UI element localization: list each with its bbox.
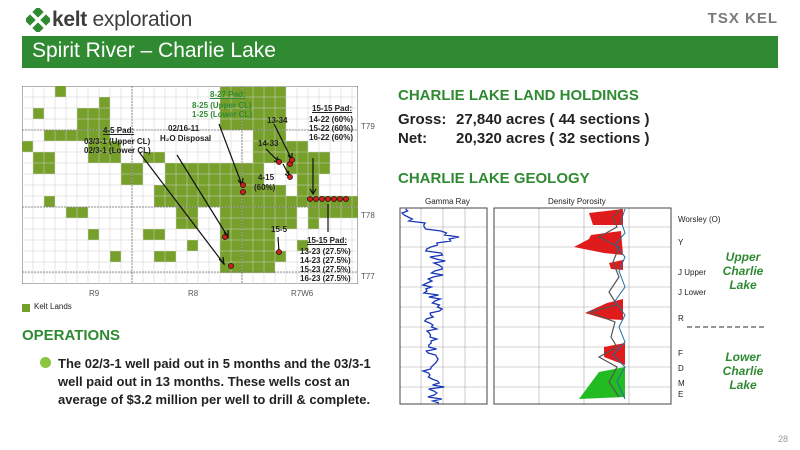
kelt-land-parcel [44,196,55,207]
kelt-land-parcel [275,251,286,262]
kelt-land-parcel [308,218,319,229]
pad-15-15-south-well: 16-23 (27.5%) [300,274,351,283]
kelt-land-parcel [253,130,286,163]
kelt-land-parcel [110,251,121,262]
legend-swatch [22,304,30,312]
well-4-15-label: (60%) [254,183,276,192]
township-label: T79 [361,122,375,131]
kelt-land-parcel [22,141,33,152]
pad-15-15-north-well: 14-22 (60%) [309,115,354,124]
township-label: T78 [361,211,375,220]
well-marker [240,189,246,195]
pad-15-15-south-title: 15-15 Pad: [307,236,348,245]
exchange-logo: TSX KEL [707,10,778,27]
page-title: Spirit River – Charlie Lake [32,39,276,62]
upper-charlie-lake-label: Upper Charlie Lake [722,250,764,292]
marker-r: R [678,314,684,323]
porosity-fill-green [579,367,625,399]
well-14-33-label: 14-33 [258,139,279,148]
marker-d: D [678,364,684,373]
range-label: R8 [188,289,199,298]
pad-15-15-north-well: 16-22 (60%) [309,133,354,142]
well-marker [313,196,319,202]
porosity-fill-red [574,231,623,255]
township-label: T77 [361,272,375,281]
well-marker [276,249,282,255]
holdings-heading: CHARLIE LAKE LAND HOLDINGS [398,87,639,104]
callout-arrows [138,123,329,265]
porosity-fill-red [609,260,623,270]
density-porosity-label: Density Porosity [548,197,606,206]
pad-8-27-well: 1-25 (Lower CL) [192,110,253,119]
well-marker [228,263,234,269]
kelt-land-parcel [187,240,198,251]
gamma-ray-track [399,207,488,405]
well-log [399,207,767,405]
gamma-ray-curve [400,208,460,404]
disposal-well-label: 02/16-11 [168,124,200,133]
kelt-land-parcel [297,240,308,251]
kelt-land-parcel [33,108,44,119]
marker-j-upper: J Upper [678,268,707,277]
range-label: R7W6 [291,289,314,298]
pad-4-5-well: 02/3-1 (Lower CL) [84,146,151,155]
pad-15-15-north-well: 15-22 (60%) [309,124,354,133]
pad-4-5-title: 4-5 Pad: [103,126,135,135]
gross-value: 27,840 acres ( 44 sections ) [456,111,650,128]
neutron-curve [612,208,626,400]
kelt-land-parcel [99,97,110,108]
marker-worsley: Worsley (O) [678,215,721,224]
land-map [22,86,358,284]
well-marker [343,196,349,202]
pad-15-15-north-title: 15-15 Pad: [312,104,353,113]
geology-heading: CHARLIE LAKE GEOLOGY [398,170,590,187]
marker-m: M [678,379,685,388]
operations-text: The 02/3-1 well paid out in 5 months and… [58,356,371,407]
kelt-logo-icon [26,8,50,32]
well-marker [319,196,325,202]
marker-f: F [678,349,683,358]
net-label: Net: [398,130,428,147]
marker-j-lower: J Lower [678,288,707,297]
legend-label: Kelt Lands [34,302,72,311]
marker-e: E [678,390,684,399]
pad-15-15-south-well: 14-23 (27.5%) [300,256,351,265]
pad-8-27-well: 8-25 (Upper CL) [192,101,252,110]
range-label: R9 [89,289,100,298]
well-marker [307,196,313,202]
disposal-well-label: H₂O Disposal [160,134,212,143]
marker-y: Y [678,238,684,247]
well-marker [287,174,293,180]
well-marker [240,182,246,188]
well-marker [337,196,343,202]
porosity-fill-red [585,299,623,320]
gross-label: Gross: [398,111,447,128]
kelt-land-parcel [55,86,66,97]
pad-15-15-south-well: 15-23 (27.5%) [300,265,351,274]
density-curve [587,208,622,398]
well-13-34-label: 13-34 [267,116,288,125]
well-marker [222,234,228,240]
company-logo-text: kelt exploration [52,8,192,31]
well-marker [331,196,337,202]
pad-8-27-title: 8-27 Pad: [210,90,246,99]
kelt-land-parcel [88,229,99,240]
well-15-5-label: 15-5 [271,225,288,234]
page-number: 28 [777,434,788,444]
gamma-ray-label: Gamma Ray [425,197,470,206]
lower-charlie-lake-label: Lower Charlie Lake [722,350,764,392]
title-bar [22,36,778,68]
well-marker [276,159,282,165]
net-value: 20,320 acres ( 32 sections ) [456,130,650,147]
density-porosity-track [493,207,672,405]
well-marker [325,196,331,202]
well-4-15-label: 4-15 [258,173,275,182]
operations-heading: OPERATIONS [22,327,121,344]
bullet-icon [40,357,51,368]
well-marker [289,157,295,163]
pad-15-15-south-well: 13-23 (27.5%) [300,247,351,256]
pad-4-5-well: 03/3-1 (Upper CL) [84,137,151,146]
